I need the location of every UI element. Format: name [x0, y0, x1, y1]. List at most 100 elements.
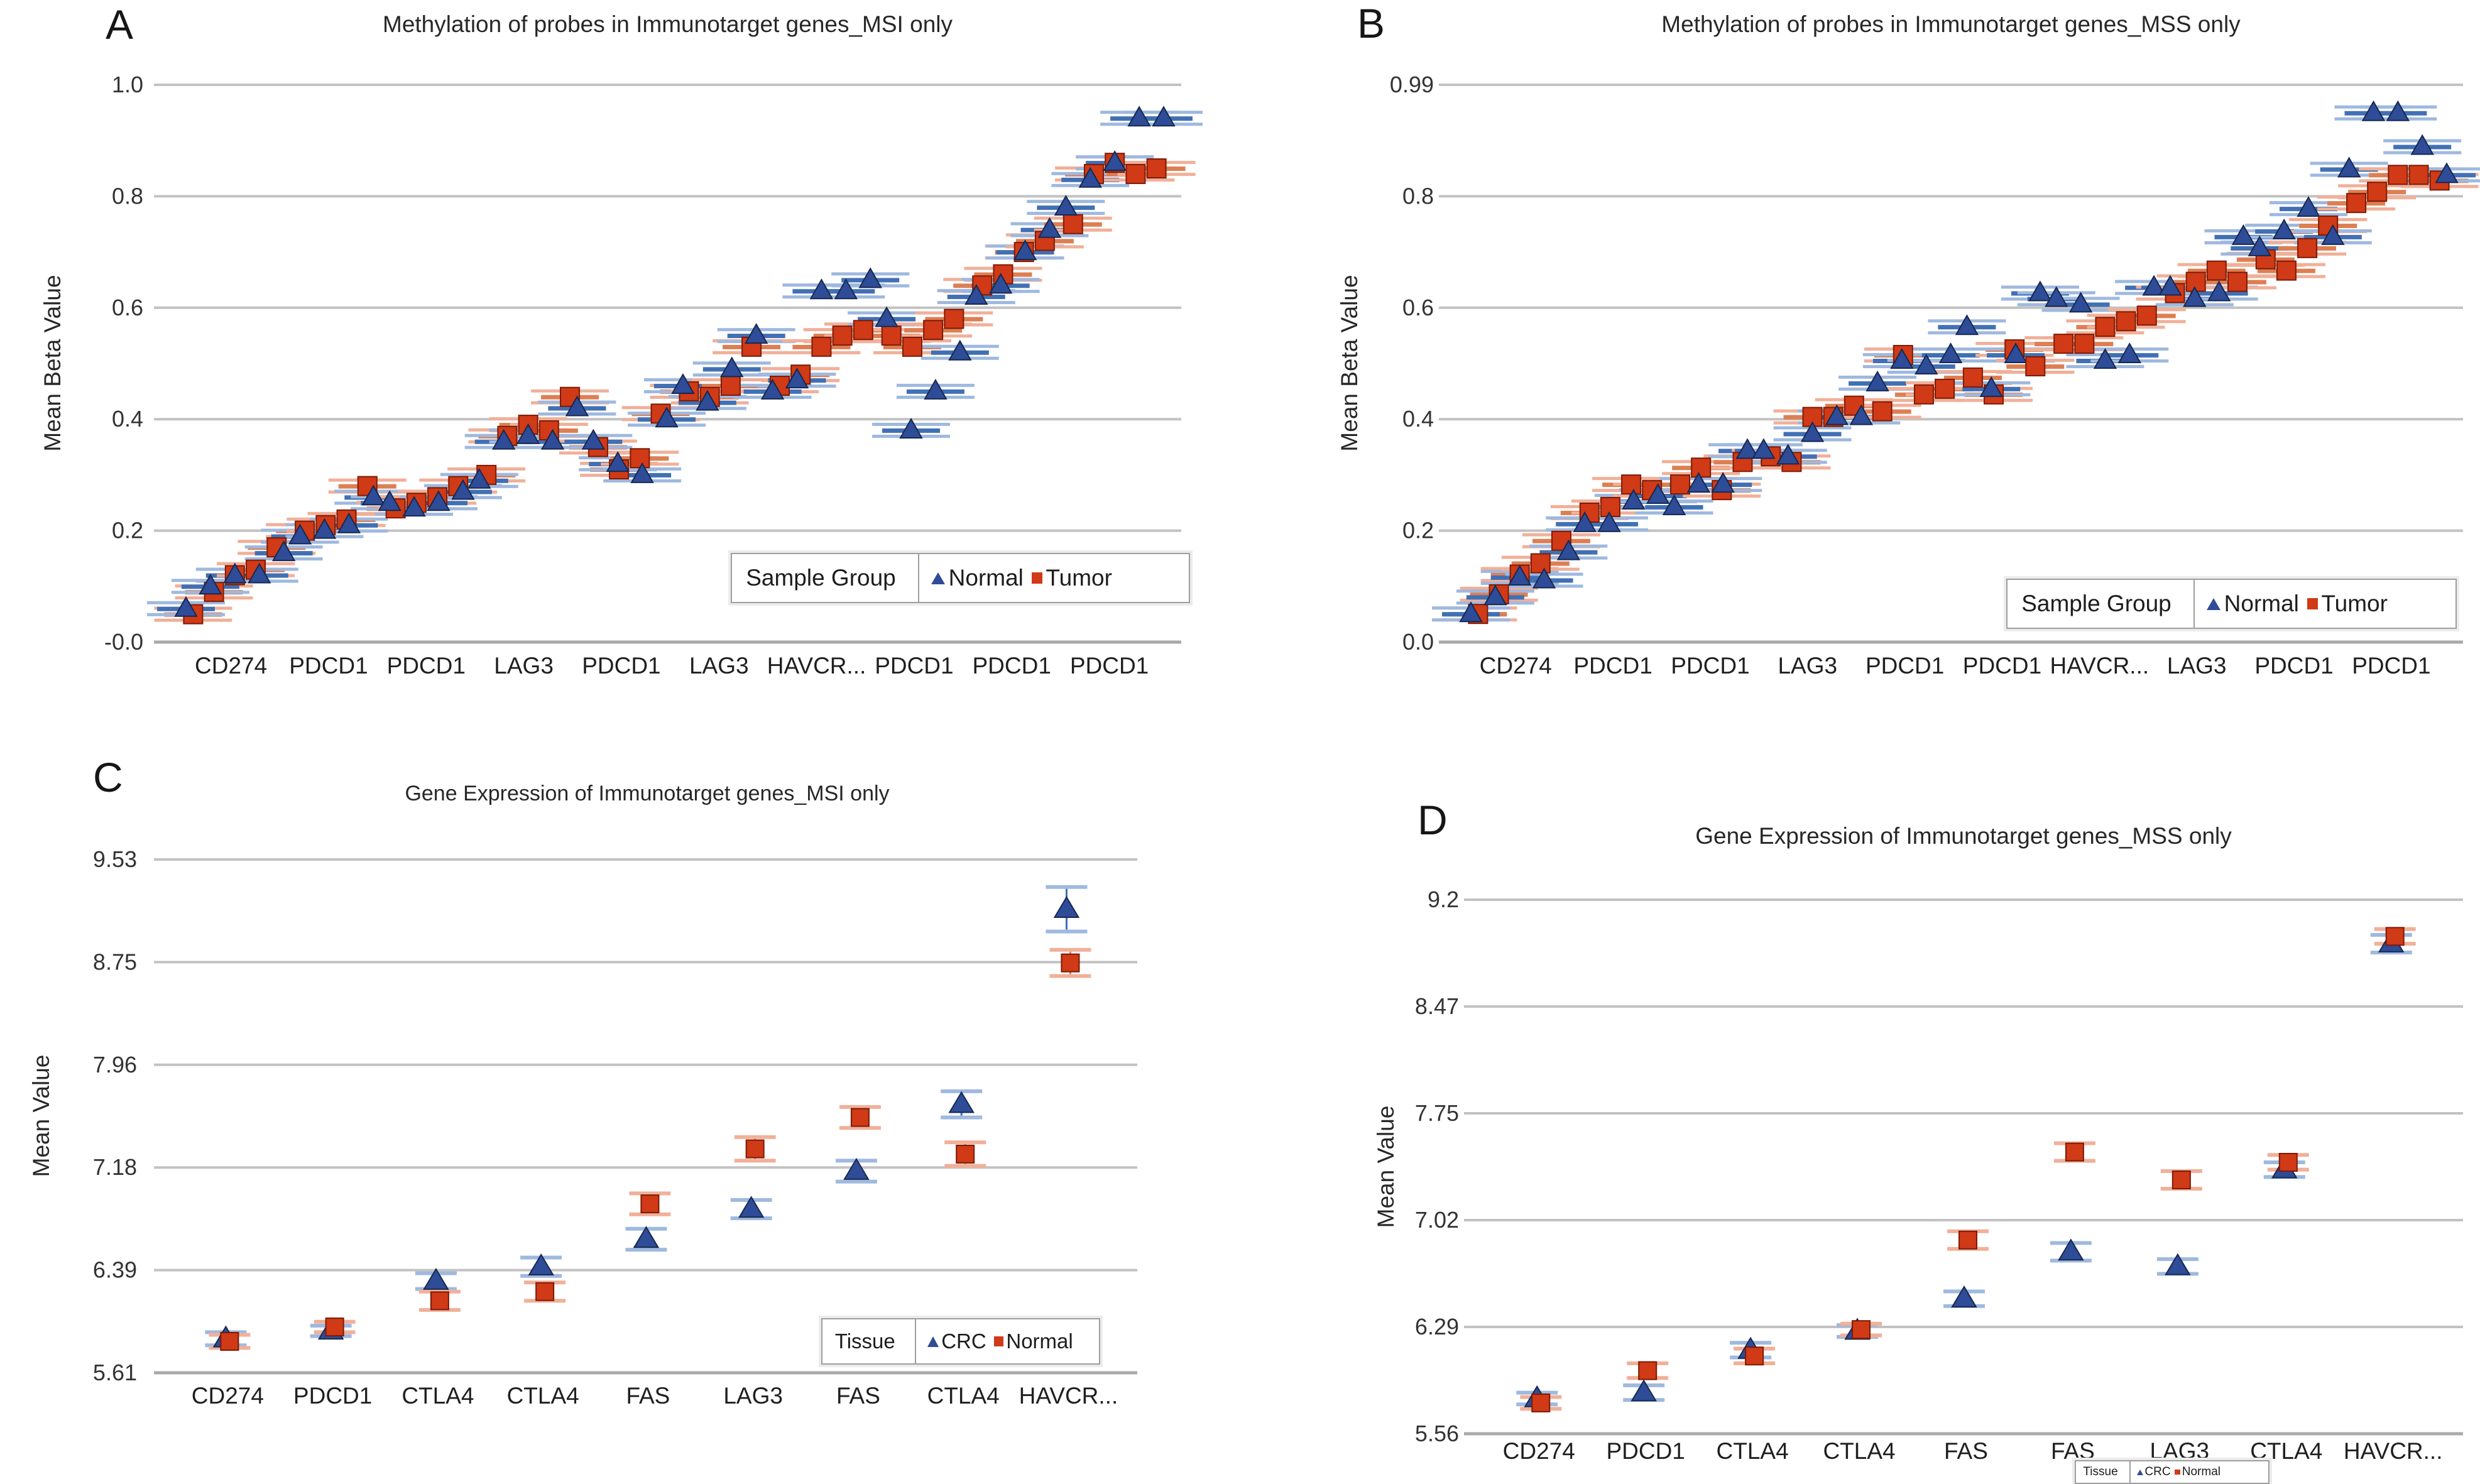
x-category-label: PDCD1	[582, 653, 660, 679]
legend-title: Sample Group	[2021, 591, 2171, 616]
normal-triangle-marker	[1103, 150, 1127, 172]
y-tick-label: 6.39	[93, 1257, 137, 1283]
x-category-label: PDCD1	[2254, 653, 2333, 679]
y-tick-label: 7.75	[1415, 1100, 1459, 1126]
legend-item-label: CRC	[2144, 1465, 2171, 1478]
normal-triangle-marker	[1865, 370, 1889, 391]
normal-triangle-marker	[2435, 162, 2459, 183]
normal-triangle-marker	[1152, 106, 1176, 127]
normal-triangle-marker	[809, 278, 834, 300]
y-tick-label: 9.53	[93, 846, 137, 872]
normal-triangle-marker	[1054, 195, 1078, 216]
normal-triangle-marker	[1825, 404, 1849, 425]
tumor-square-marker	[1691, 457, 1712, 478]
square-icon	[1032, 572, 1043, 584]
tumor-square-marker	[1600, 496, 1620, 517]
normal-triangle-marker	[1597, 511, 1621, 532]
y-tick-label: 7.96	[93, 1052, 137, 1078]
y-tick-label: 0.4	[112, 406, 143, 432]
legend-item-tumor: Tumor	[1032, 565, 1112, 591]
normal-triangle-marker	[899, 417, 923, 439]
x-category-label: LAG3	[723, 1383, 783, 1409]
x-category-label: PDCD1	[1606, 1438, 1685, 1464]
tumor-square-marker	[923, 320, 944, 341]
x-category-label: PDCD1	[289, 653, 368, 679]
y-tick-label: 1.0	[112, 72, 143, 97]
tumor-square-marker	[535, 1282, 555, 1301]
normal-triangle-marker	[2183, 286, 2207, 307]
x-category-label: PDCD1	[973, 653, 1051, 679]
normal-triangle-marker	[964, 284, 988, 305]
tumor-square-marker	[881, 325, 902, 346]
normal-triangle-marker	[1849, 404, 1873, 425]
normal-triangle-marker	[271, 540, 296, 562]
x-category-label: PDCD1	[2352, 653, 2430, 679]
y-tick-label: 8.47	[1415, 993, 1459, 1019]
x-category-label: CTLA4	[507, 1383, 579, 1409]
normal-triangle-marker	[288, 523, 312, 545]
normal-triangle-marker	[2248, 235, 2272, 256]
x-category-label: CD274	[192, 1383, 264, 1409]
normal-triangle-marker	[1662, 494, 1686, 515]
normal-triangle-marker	[2207, 280, 2231, 302]
x-category-label: FAS	[1944, 1438, 1988, 1464]
normal-triangle-marker	[630, 462, 654, 483]
normal-triangle-marker	[491, 428, 516, 450]
tumor-square-marker	[2053, 334, 2074, 354]
normal-triangle-marker	[1915, 353, 1938, 374]
tumor-square-marker	[2388, 165, 2408, 185]
normal-triangle-marker	[312, 518, 337, 539]
normal-triangle-marker	[2272, 218, 2296, 239]
tumor-square-marker	[1844, 395, 1864, 416]
tumor-square-marker	[325, 1318, 344, 1337]
legend-item-label: Tumor	[2321, 591, 2388, 616]
y-tick-label: 0.4	[1402, 406, 1434, 432]
legend-item-normal: Normal	[993, 1329, 1073, 1353]
tumor-square-marker	[1621, 474, 1642, 495]
y-tick-label: 0.0	[1402, 629, 1434, 655]
tumor-square-marker	[1962, 367, 1983, 388]
x-category-label: CTLA4	[2250, 1438, 2322, 1464]
x-category-label: PDCD1	[387, 653, 466, 679]
normal-triangle-marker	[2337, 156, 2361, 178]
y-tick-label: 8.75	[93, 949, 137, 974]
tumor-square-marker	[2185, 271, 2206, 292]
x-category-label: PDCD1	[1963, 653, 2041, 679]
normal-triangle-marker	[738, 1196, 765, 1218]
tumor-square-marker	[1125, 163, 1146, 184]
normal-triangle-marker	[2045, 286, 2068, 307]
legend-item-normal: Normal	[2207, 591, 2299, 617]
tumor-square-marker	[1913, 384, 1934, 405]
legend-item-label: Normal	[948, 565, 1024, 591]
normal-triangle-marker	[223, 562, 247, 584]
tumor-square-marker	[1958, 1230, 1977, 1250]
tumor-square-marker	[2276, 260, 2297, 281]
normal-triangle-marker	[1890, 347, 1914, 369]
normal-triangle-marker	[1483, 584, 1507, 606]
normal-triangle-marker	[1752, 438, 1776, 459]
normal-triangle-marker	[467, 467, 491, 489]
panel-letter-c: C	[93, 754, 123, 800]
tumor-square-marker	[720, 375, 741, 396]
tumor-square-marker	[2025, 356, 2046, 376]
tumor-square-marker	[1530, 553, 1551, 574]
normal-triangle-marker	[1938, 342, 1963, 364]
square-icon	[2175, 1469, 2181, 1475]
normal-triangle-marker	[1078, 166, 1102, 188]
normal-triangle-marker	[2231, 224, 2256, 245]
normal-triangle-marker	[2068, 292, 2093, 313]
normal-triangle-marker	[2004, 342, 2028, 364]
x-category-label: PDCD1	[293, 1383, 372, 1409]
tumor-square-marker	[2346, 193, 2367, 214]
normal-triangle-marker	[2321, 224, 2345, 245]
legend-item-tumor: Tumor	[2307, 591, 2388, 617]
panel-letter-b: B	[1357, 0, 1385, 46]
x-category-label: HAVCR...	[1019, 1383, 1118, 1409]
y-tick-label: 0.8	[1402, 183, 1434, 209]
normal-triangle-marker	[2410, 134, 2434, 155]
y-axis-label-b: Mean Beta Value	[1336, 275, 1362, 452]
legend-item-label: Tumor	[1046, 565, 1112, 591]
normal-triangle-marker	[581, 428, 606, 450]
tumor-square-marker	[1852, 1320, 1871, 1339]
x-category-label: PDCD1	[875, 653, 953, 679]
